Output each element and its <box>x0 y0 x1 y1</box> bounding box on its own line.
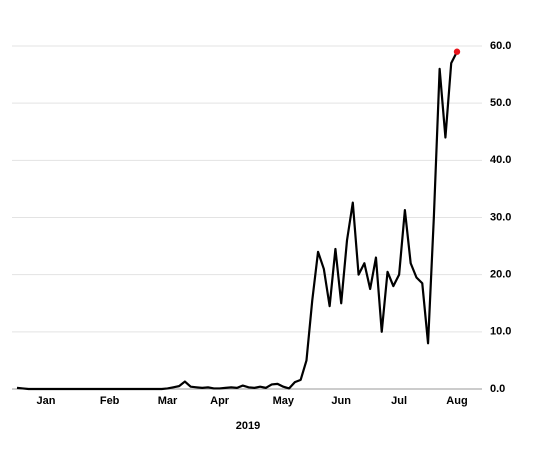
x-axis-label: 2019 <box>236 420 260 432</box>
x-tick-label: Jan <box>36 395 55 407</box>
x-tick-label: Mar <box>158 395 178 407</box>
x-tick-label: May <box>273 395 295 407</box>
y-tick-label: 40.0 <box>490 154 511 166</box>
data-line <box>16 51 458 391</box>
y-tick-label: 10.0 <box>490 326 511 338</box>
last-point <box>453 48 461 55</box>
y-tick-label: 30.0 <box>490 211 511 223</box>
x-tick-label: Jun <box>331 395 351 407</box>
x-tick-label: Aug <box>446 395 467 407</box>
x-tick-label: Feb <box>100 395 120 407</box>
y-tick-label: 0.0 <box>490 383 505 395</box>
x-tick-label: Apr <box>210 395 230 407</box>
y-tick-label: 50.0 <box>490 97 511 109</box>
y-tick-label: 20.0 <box>490 269 511 281</box>
x-tick-label: Jul <box>391 395 407 407</box>
y-tick-label: 60.0 <box>490 40 511 52</box>
